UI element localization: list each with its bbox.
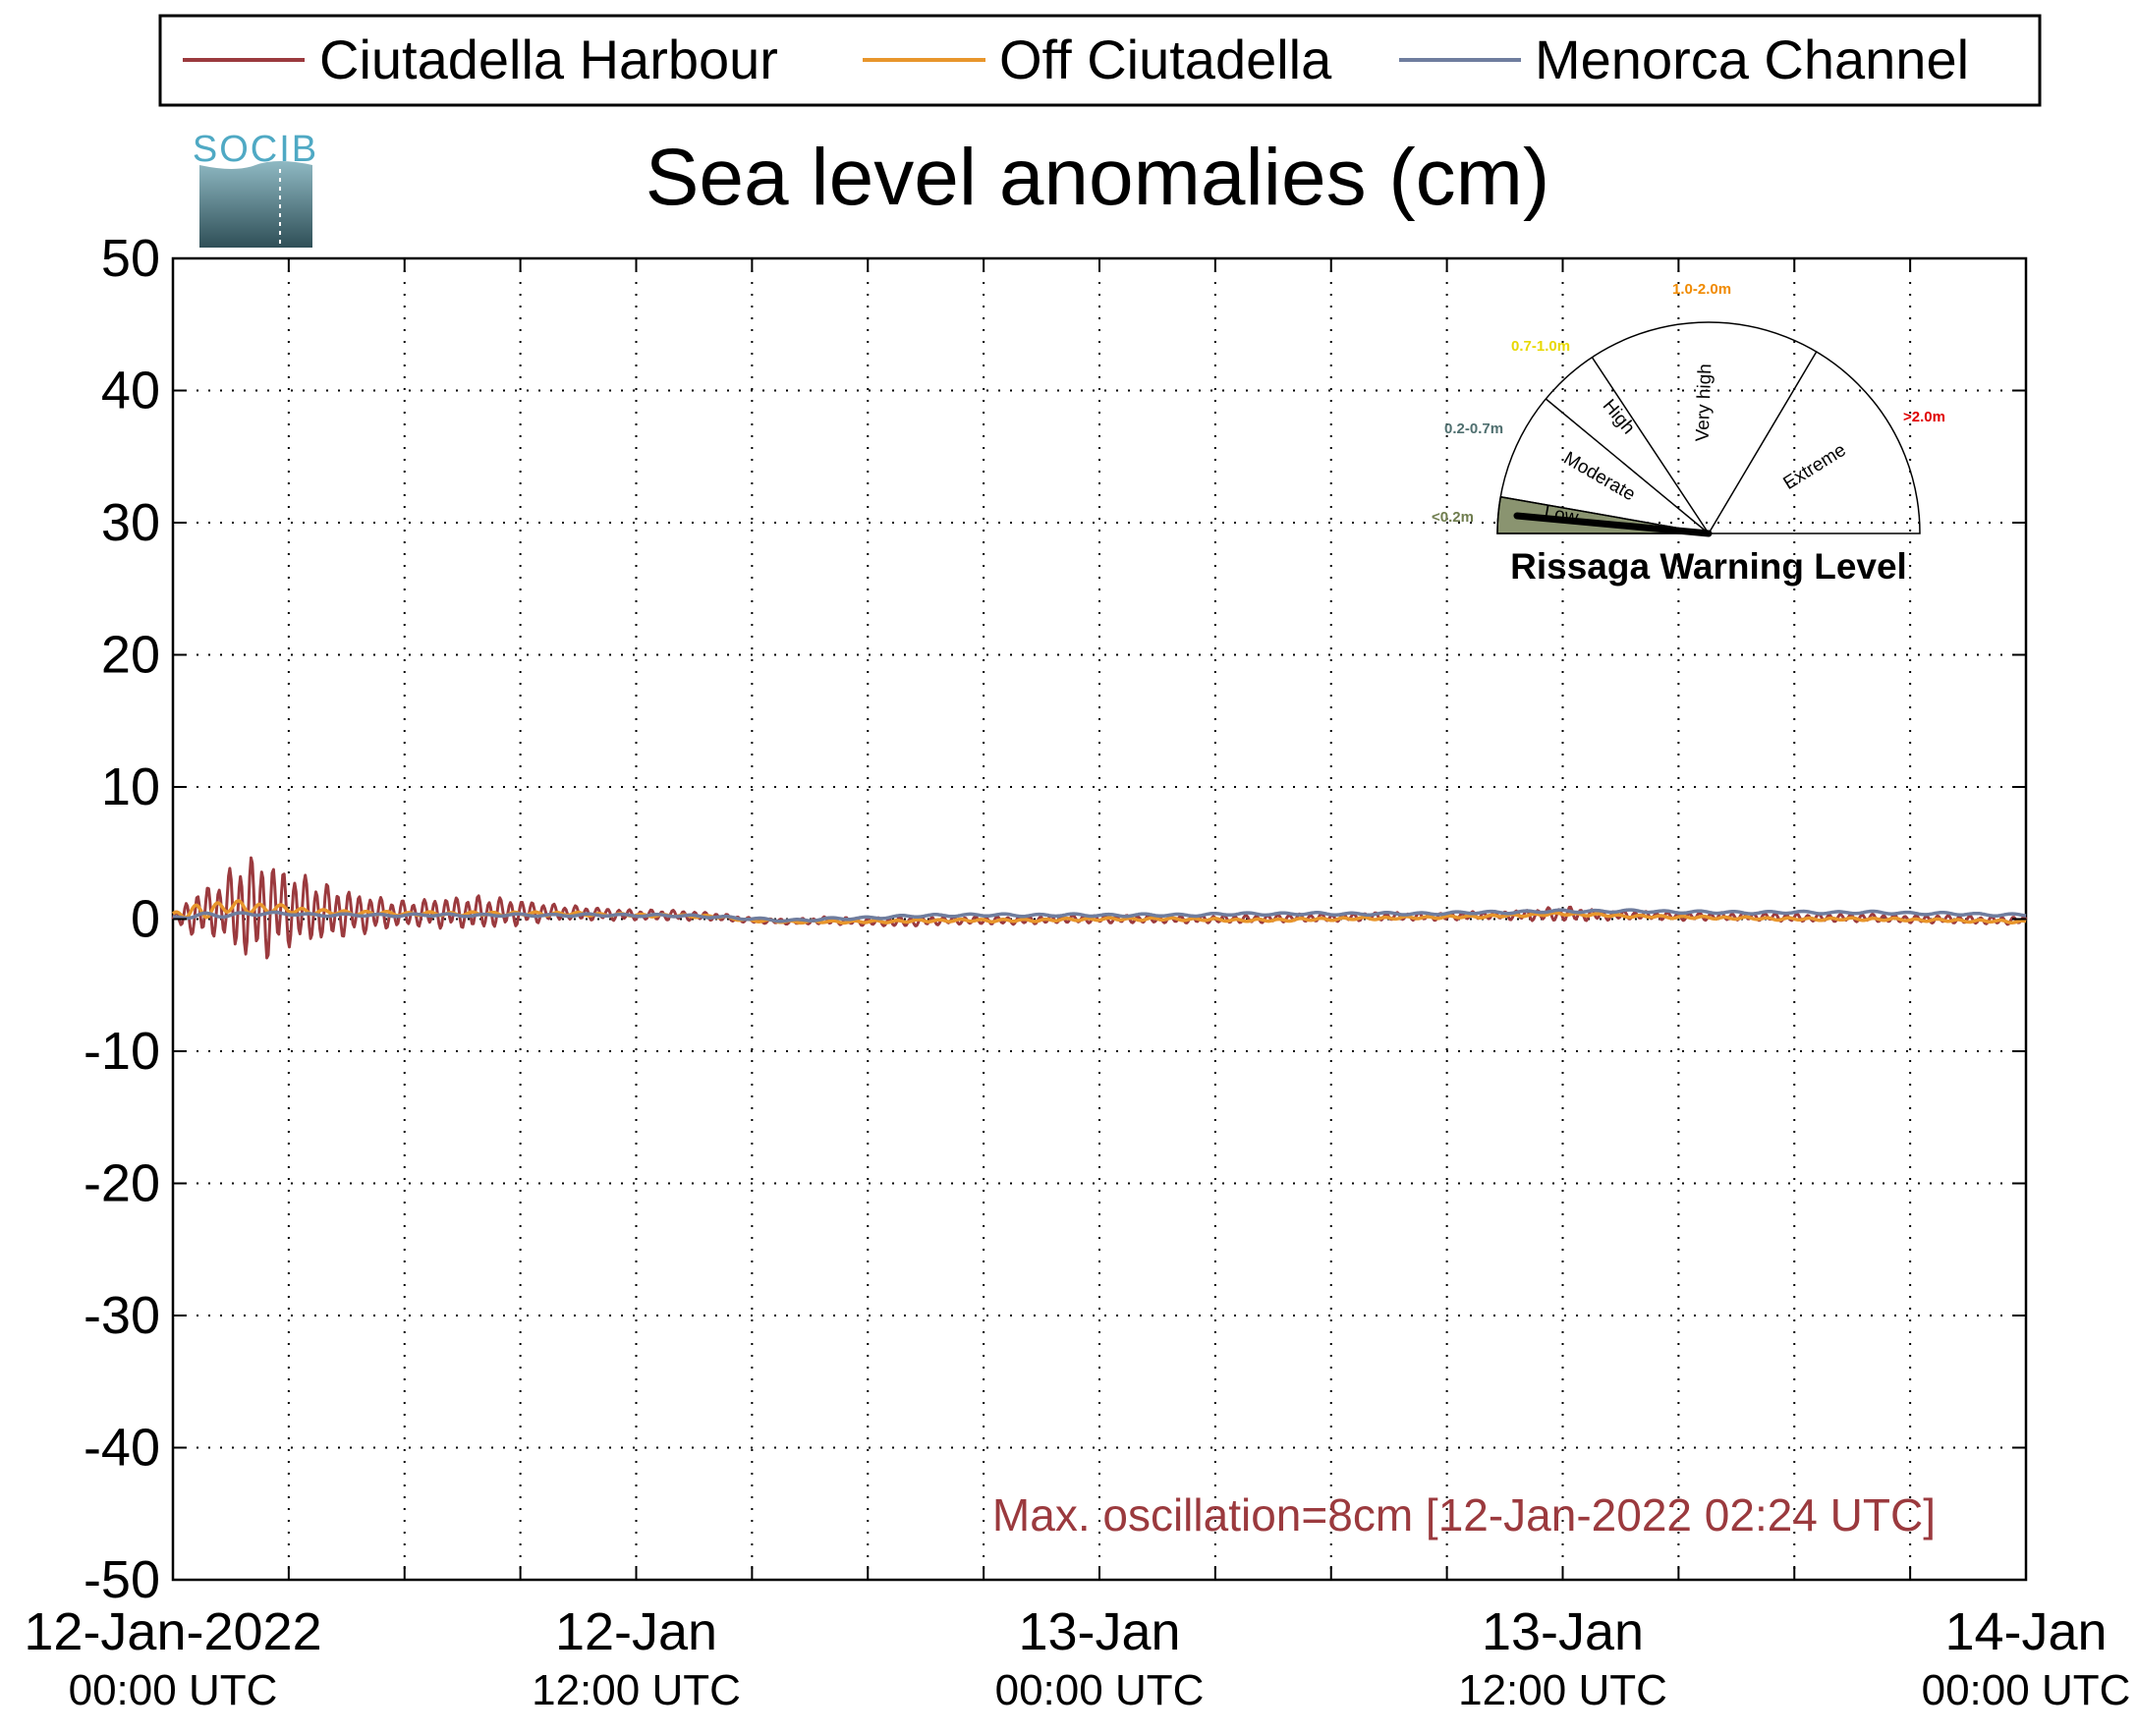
legend: Ciutadella Harbour Off Ciutadella Menorc… (158, 14, 2042, 107)
socib-logo: SOCIB (193, 129, 316, 248)
y-tick-label: -30 (84, 1286, 160, 1345)
gauge-needle (1513, 512, 1713, 537)
y-tick-label: 50 (101, 229, 160, 288)
gauge-range-extreme: >2.0m (1903, 409, 1945, 425)
x-tick-sublabel: 00:00 UTC (69, 1666, 278, 1714)
gauge-range-moderate: 0.2-0.7m (1444, 420, 1503, 437)
legend-label-off: Off Ciutadella (999, 28, 1332, 90)
y-axis: 50 40 30 20 10 0 -10 -20 -30 -40 -50 (84, 229, 2026, 1609)
gauge-range-high: 0.7-1.0m (1511, 338, 1570, 355)
y-tick-label: 0 (131, 890, 160, 949)
x-tick-label: 13-Jan (1482, 1602, 1644, 1661)
y-tick-label: 10 (101, 757, 160, 816)
series-layer (171, 856, 2028, 960)
chart-title: Sea level anomalies (cm) (646, 133, 1550, 222)
gauge-range-low: <0.2m (1432, 509, 1474, 526)
y-tick-label: -40 (84, 1419, 160, 1478)
x-tick-label: 12-Jan-2022 (24, 1602, 321, 1661)
gauge-sector-veryhigh: Very high (1693, 364, 1716, 442)
gauge-range-veryhigh: 1.0-2.0m (1672, 281, 1731, 298)
y-tick-label: 30 (101, 493, 160, 552)
x-tick-sublabel: 00:00 UTC (1922, 1666, 2131, 1714)
x-tick-label: 12-Jan (555, 1602, 717, 1661)
x-axis: 12-Jan-2022 00:00 UTC 12-Jan 12:00 UTC 13-Ja… (24, 258, 2130, 1714)
y-tick-label: -50 (84, 1550, 160, 1609)
legend-label-harbour: Ciutadella Harbour (319, 28, 778, 90)
y-tick-label: -20 (84, 1154, 160, 1213)
y-tick-label: 40 (101, 362, 160, 420)
x-tick-sublabel: 12:00 UTC (1458, 1666, 1667, 1714)
x-tick-label: 13-Jan (1018, 1602, 1180, 1661)
max-oscillation-annotation: Max. oscillation=8cm [12-Jan-2022 02:24 … (992, 1489, 1936, 1540)
x-tick-sublabel: 00:00 UTC (995, 1666, 1205, 1714)
y-tick-label: -10 (84, 1022, 160, 1081)
legend-label-channel: Menorca Channel (1535, 28, 1969, 90)
gauge-title: Rissaga Warning Level (1510, 546, 1907, 587)
y-tick-label: 20 (101, 626, 160, 685)
series-line-menorca-channel (172, 908, 2027, 924)
gauge-outline (1496, 321, 1921, 534)
legend-box (158, 14, 2042, 107)
x-tick-label: 14-Jan (1944, 1602, 2107, 1661)
x-tick-sublabel: 12:00 UTC (532, 1666, 741, 1714)
